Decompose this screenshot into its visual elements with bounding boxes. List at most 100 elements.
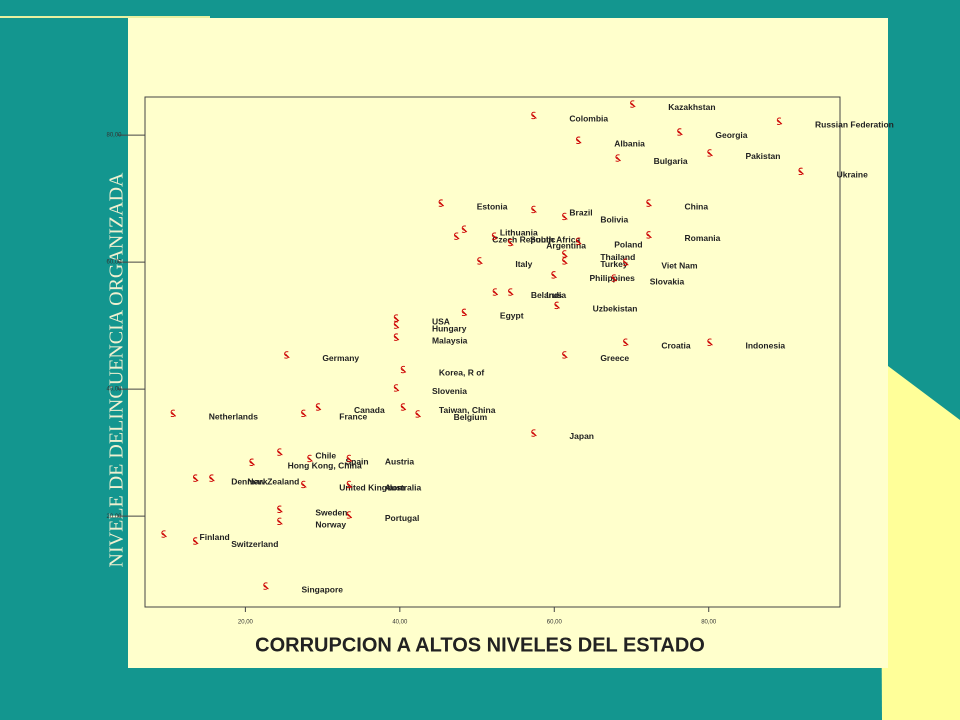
point-label: India — [546, 290, 566, 300]
point-label: Germany — [322, 353, 359, 363]
y-axis-label: NIVELE DE DELINCUENCIA ORGANIZADA — [106, 172, 128, 567]
point — [623, 258, 629, 266]
point — [531, 429, 537, 437]
point — [161, 530, 167, 538]
point-label: Korea, R of — [439, 368, 485, 378]
point-label: Hong Kong, China — [288, 460, 362, 470]
point-label: Belgium — [454, 412, 488, 422]
point-label: Egypt — [500, 311, 524, 321]
decor-shape — [880, 360, 960, 720]
point-label: Sweden — [315, 507, 347, 517]
point-label: Lithuania — [500, 227, 538, 237]
point — [393, 321, 400, 329]
point — [508, 288, 514, 296]
point — [707, 338, 713, 346]
point-label: United Kingdom — [339, 483, 405, 493]
point-label: New Zealand — [247, 476, 299, 486]
point-label: Turkey — [600, 259, 628, 269]
point — [611, 274, 618, 282]
point — [301, 480, 307, 489]
point — [461, 308, 468, 317]
point — [646, 231, 652, 239]
point — [346, 511, 353, 519]
y-tick-label: 20,00 — [106, 514, 122, 520]
point-label: China — [684, 201, 708, 211]
point — [193, 537, 199, 545]
point — [531, 111, 537, 120]
point — [346, 480, 353, 489]
point — [263, 582, 269, 590]
point-label: Canada — [354, 405, 385, 415]
point-label: Netherlands — [209, 412, 258, 422]
point — [576, 136, 582, 144]
point — [284, 351, 290, 359]
point-label: Indonesia — [745, 340, 785, 350]
point-label: Switzerland — [231, 539, 278, 549]
point-label: Australia — [385, 483, 422, 493]
point-label: USA — [432, 316, 450, 326]
point — [393, 314, 400, 322]
point-label: Argentina — [546, 241, 586, 251]
point-label: Norway — [315, 520, 346, 530]
point — [461, 225, 468, 233]
point-label: Colombia — [569, 114, 608, 124]
point-label: Czech Republic — [492, 234, 556, 244]
point — [393, 333, 400, 341]
point-label: Viet Nam — [661, 260, 698, 270]
point-label: Denmark — [231, 476, 268, 486]
point-label: Bolivia — [600, 215, 628, 225]
plot-frame — [144, 96, 841, 608]
point — [315, 403, 322, 411]
panel — [128, 18, 888, 668]
point — [307, 454, 313, 463]
point-label: Ukraine — [837, 170, 868, 180]
point-label: Brazil — [569, 208, 592, 218]
point — [400, 403, 407, 411]
y-tick-label: 60,00 — [106, 260, 122, 266]
point-label: Thailand — [600, 252, 635, 262]
point-label: Croatia — [661, 340, 691, 350]
x-axis-label: CORRUPCION A ALTOS NIVELES DEL ESTADO — [255, 634, 705, 656]
point-label: Slovakia — [650, 276, 685, 286]
point — [415, 410, 421, 418]
point — [277, 505, 283, 513]
point — [346, 454, 353, 463]
point — [562, 212, 568, 221]
point — [707, 149, 713, 157]
point-label: Estonia — [477, 201, 508, 211]
point-label: Albania — [614, 138, 645, 148]
point — [630, 100, 636, 108]
point — [277, 517, 283, 525]
point-label: Poland — [614, 239, 642, 249]
point — [170, 409, 177, 417]
point — [623, 338, 629, 346]
point-label: Slovenia — [432, 386, 467, 396]
point — [193, 474, 199, 482]
point-label: Singapore — [301, 584, 343, 594]
point-label: Japan — [569, 431, 594, 441]
point — [249, 458, 255, 466]
point-label: Bulgaria — [654, 156, 688, 166]
point — [554, 301, 560, 310]
point-label: Italy — [515, 259, 532, 269]
point — [454, 232, 460, 240]
point — [531, 205, 537, 214]
point — [491, 232, 498, 240]
point-label: Russian Federation — [815, 119, 894, 129]
y-tick-label: 40,00 — [106, 387, 122, 393]
point — [301, 409, 307, 417]
point-label: Portugal — [385, 513, 419, 523]
point — [277, 448, 283, 456]
point — [477, 257, 483, 265]
point-label: Greece — [600, 353, 629, 363]
point — [562, 351, 568, 359]
point-label: Chile — [315, 450, 336, 460]
y-tick-label: 80,00 — [106, 133, 122, 139]
point-label: Georgia — [715, 130, 747, 140]
point-label: Austria — [385, 457, 415, 467]
x-tick-label: 20,00 — [238, 620, 254, 626]
point-label: Uzbekistan — [593, 304, 638, 314]
point — [576, 237, 582, 245]
